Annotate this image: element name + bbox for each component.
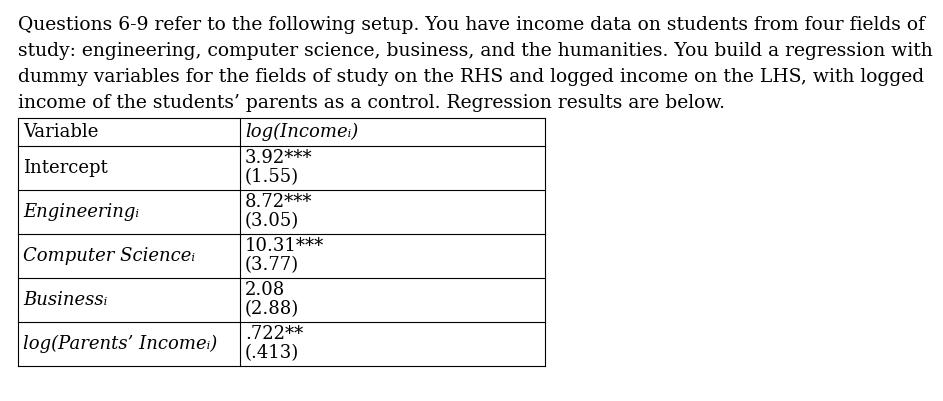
Text: .722**: .722**: [245, 325, 304, 343]
Text: Variable: Variable: [23, 123, 98, 141]
Text: (1.55): (1.55): [245, 168, 299, 186]
Text: (2.88): (2.88): [245, 300, 299, 318]
Text: log(Parents’ Incomeᵢ): log(Parents’ Incomeᵢ): [23, 335, 217, 353]
Text: Intercept: Intercept: [23, 159, 108, 177]
Text: Questions 6-9 refer to the following setup. You have income data on students fro: Questions 6-9 refer to the following set…: [18, 16, 925, 34]
Text: Computer Scienceᵢ: Computer Scienceᵢ: [23, 247, 195, 265]
Text: Engineeringᵢ: Engineeringᵢ: [23, 203, 139, 221]
Text: (3.05): (3.05): [245, 212, 299, 230]
Text: 8.72***: 8.72***: [245, 193, 312, 211]
Text: (3.77): (3.77): [245, 256, 299, 274]
Text: 2.08: 2.08: [245, 282, 285, 299]
Text: Businessᵢ: Businessᵢ: [23, 291, 108, 309]
Text: study: engineering, computer science, business, and the humanities. You build a : study: engineering, computer science, bu…: [18, 41, 933, 59]
Text: (.413): (.413): [245, 344, 299, 362]
Text: 10.31***: 10.31***: [245, 237, 324, 255]
Text: 3.92***: 3.92***: [245, 149, 313, 167]
Text: income of the students’ parents as a control. Regression results are below.: income of the students’ parents as a con…: [18, 93, 725, 111]
Text: log(Incomeᵢ): log(Incomeᵢ): [245, 123, 358, 141]
Text: dummy variables for the fields of study on the RHS and logged income on the LHS,: dummy variables for the fields of study …: [18, 67, 924, 85]
